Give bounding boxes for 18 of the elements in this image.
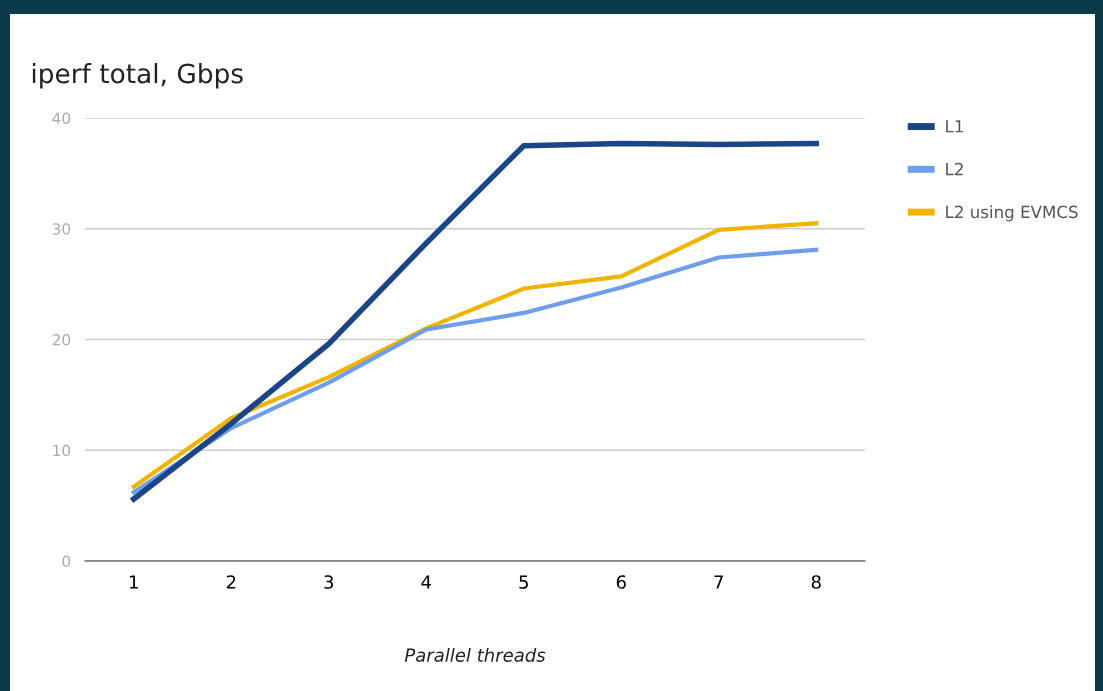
x-axis-title: Parallel threads	[404, 647, 546, 662]
x-tick-label: 2	[226, 575, 236, 589]
x-tick-label: 8	[811, 575, 821, 589]
x-tick-label: 1	[129, 575, 138, 589]
legend-label: L1	[946, 120, 963, 133]
x-tick-label: 3	[324, 575, 334, 589]
legend-label: L2 using EVMCS	[946, 205, 1078, 222]
x-tick-label: 4	[421, 575, 431, 589]
chart-title: iperf total, Gbps	[32, 63, 243, 89]
x-tick-label: 6	[616, 575, 626, 589]
legend-label: L2	[946, 162, 963, 176]
y-tick-label: 30	[52, 223, 71, 235]
y-tick-label: 40	[52, 112, 71, 125]
y-tick-label: 10	[53, 444, 71, 457]
x-tick-label: 5	[519, 575, 528, 589]
y-tick-label: 0	[62, 555, 71, 568]
x-tick-label: 7	[714, 575, 723, 589]
y-tick-label: 20	[52, 333, 71, 346]
